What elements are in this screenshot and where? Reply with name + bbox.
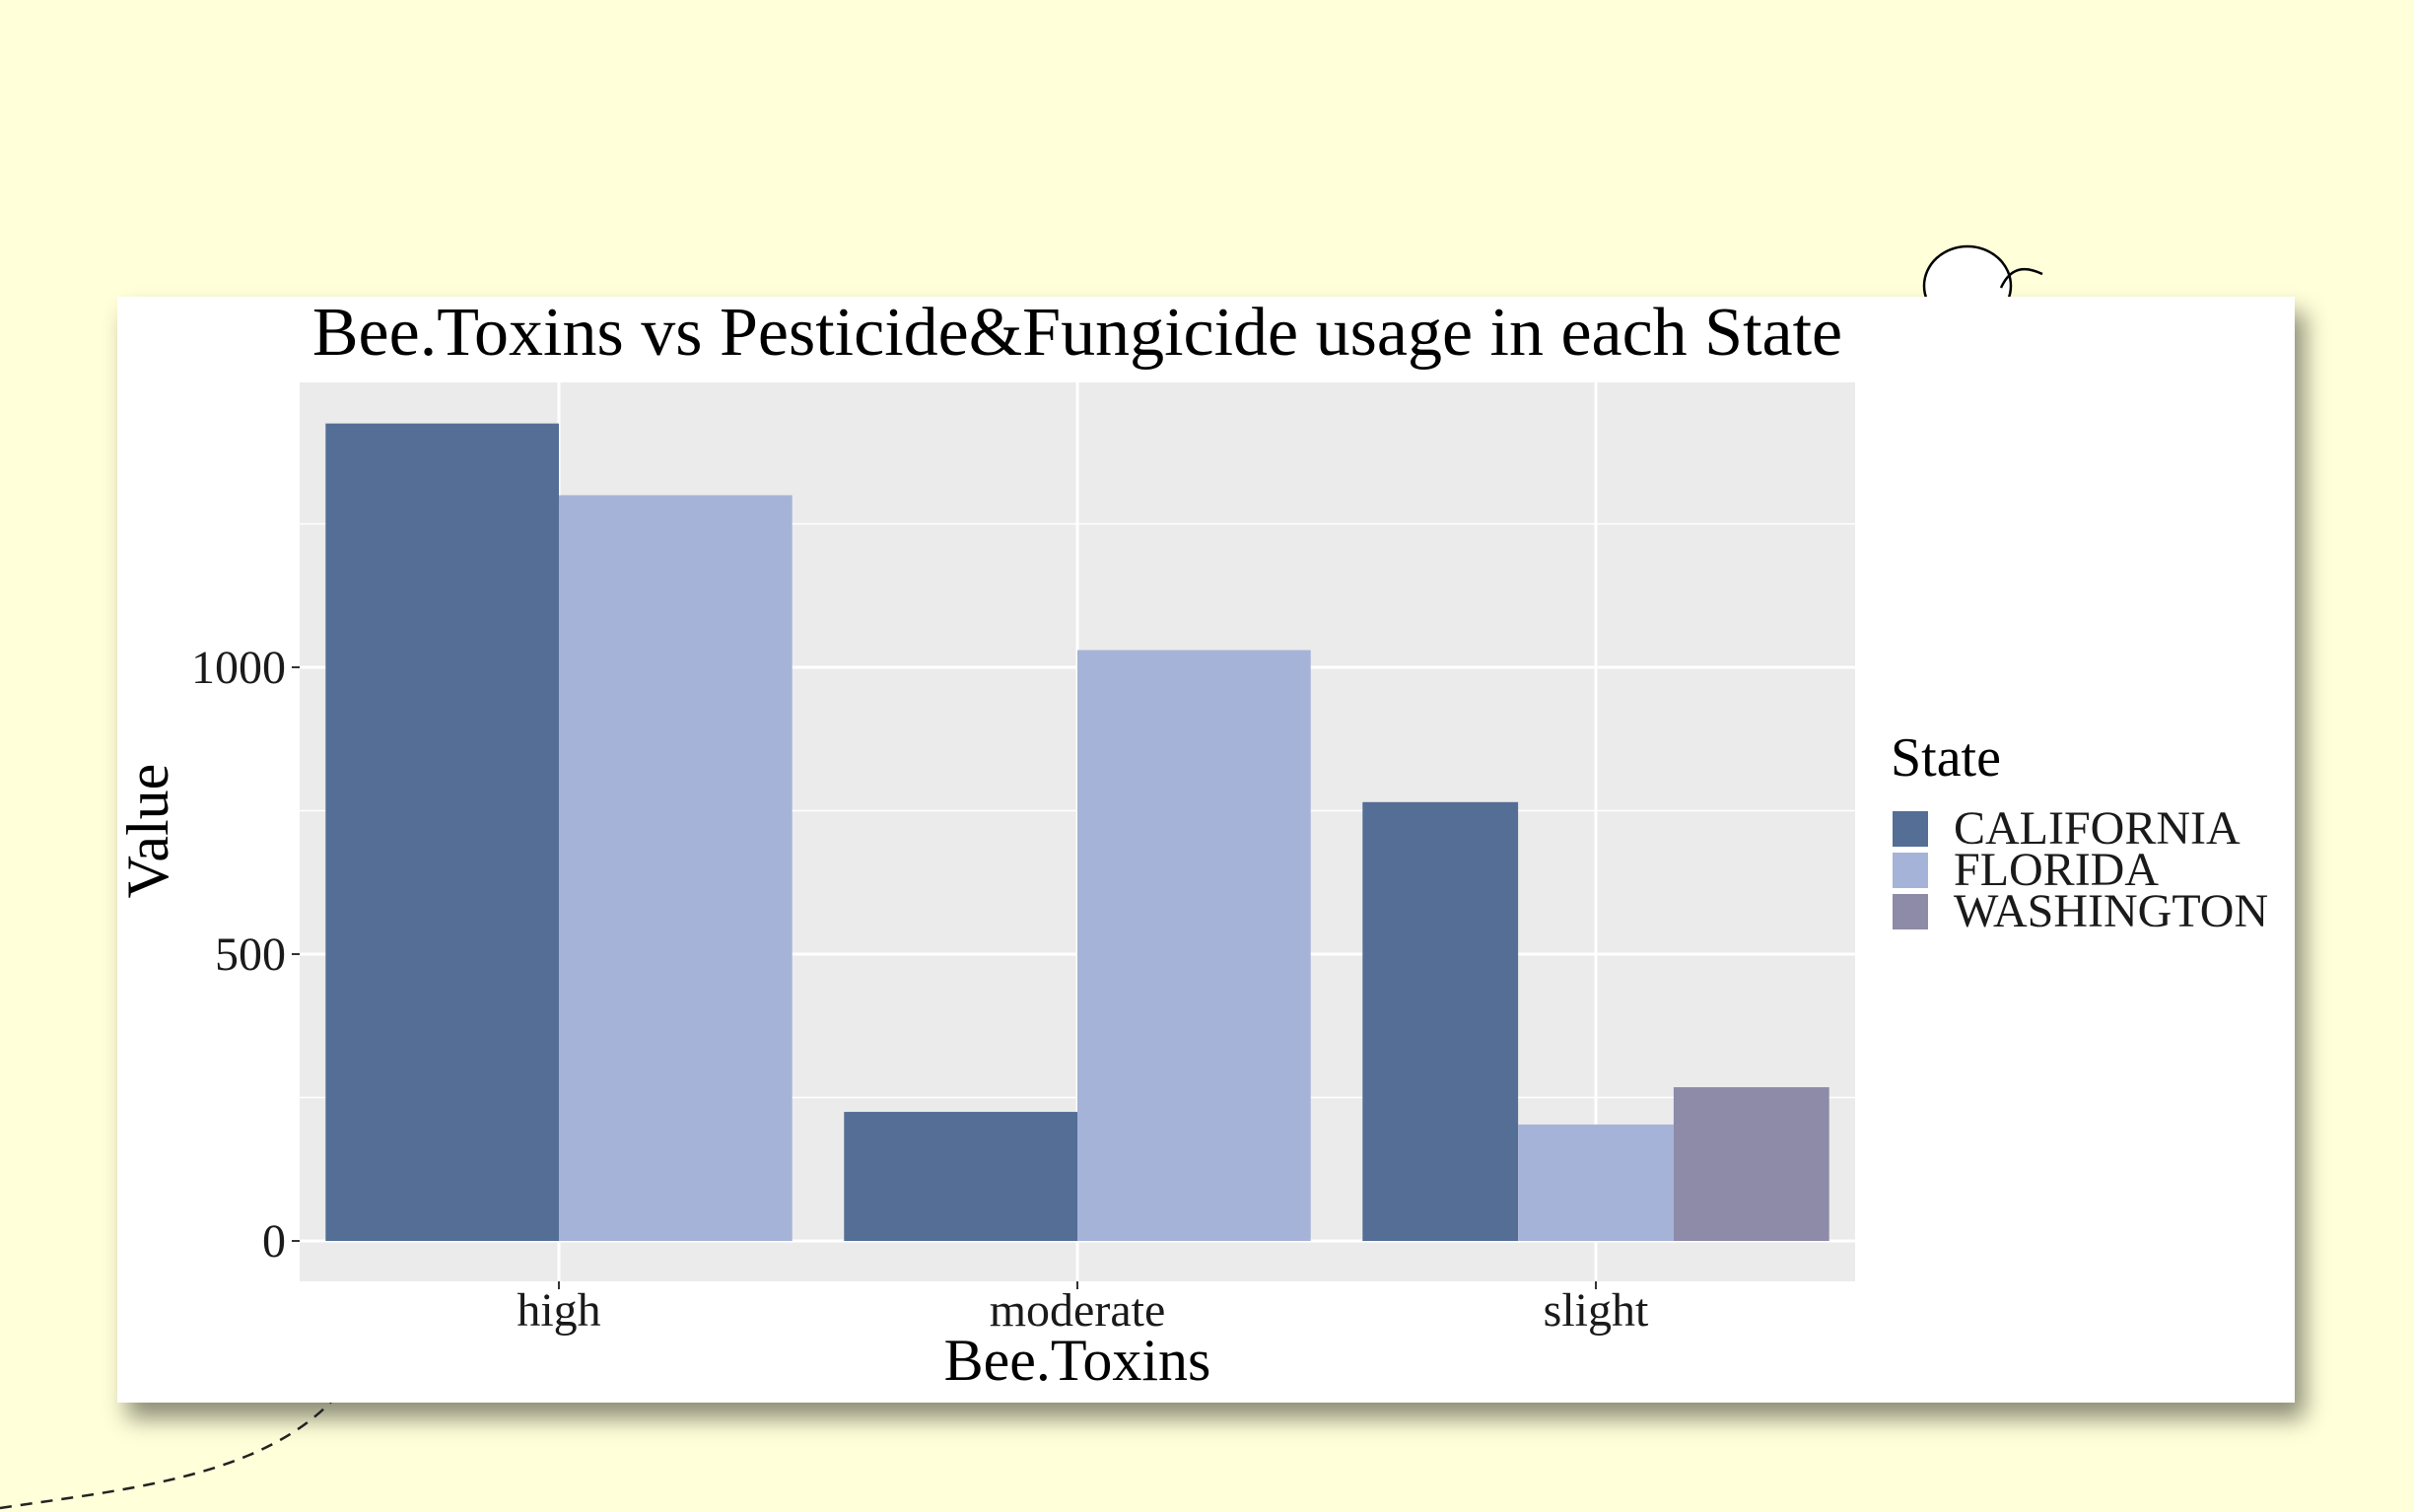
bar-florida-high: [559, 495, 793, 1241]
y-axis-title: Value: [115, 764, 180, 899]
legend-swatch-florida: [1893, 853, 1928, 888]
y-tick-label: 500: [215, 928, 286, 981]
bar-california-high: [325, 423, 559, 1241]
legend-title: State: [1891, 727, 2001, 789]
x-axis-title: Bee.Toxins: [944, 1328, 1211, 1393]
y-tick-label: 0: [262, 1215, 286, 1268]
x-tick-label: slight: [1544, 1284, 1649, 1337]
legend-swatch-california: [1893, 811, 1928, 847]
bar-washington-slight: [1673, 1087, 1829, 1241]
bar-florida-slight: [1518, 1124, 1674, 1241]
legend-swatch-washington: [1893, 894, 1928, 929]
bar-florida-moderate: [1077, 650, 1311, 1241]
bar-california-moderate: [844, 1112, 1077, 1241]
bar-california-slight: [1362, 801, 1519, 1241]
legend-label-california: CALIFORNIA: [1954, 802, 2241, 855]
x-axis-ticks: high moderate slight: [517, 1281, 1649, 1337]
chart-title: Bee.Toxins vs Pesticide&Fungicide usage …: [312, 295, 1842, 371]
x-tick-label: moderate: [990, 1284, 1166, 1337]
y-axis-ticks: 0 500 1000: [191, 642, 300, 1268]
dashed-flight-path: [0, 1401, 332, 1510]
bars: [325, 423, 1829, 1241]
legend-label-washington: WASHINGTON: [1954, 885, 2268, 937]
legend-label-florida: FLORIDA: [1954, 844, 2159, 896]
x-tick-label: high: [517, 1284, 600, 1337]
y-tick-label: 1000: [191, 642, 286, 694]
